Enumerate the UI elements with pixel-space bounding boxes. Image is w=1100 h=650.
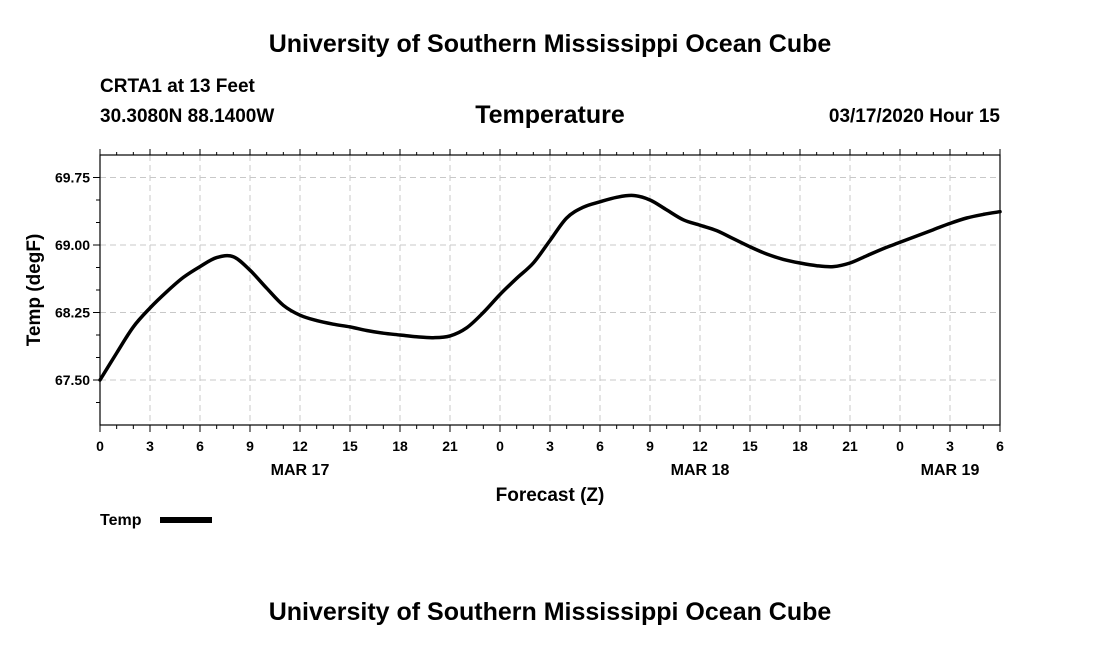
x-axis-label: Forecast (Z)	[496, 485, 605, 506]
y-tick-label: 67.50	[55, 372, 90, 388]
legend: Temp	[100, 512, 212, 529]
legend-label-temp: Temp	[100, 512, 142, 529]
x-tick-label: 15	[342, 438, 358, 454]
y-axis-label: Temp (degF)	[24, 234, 45, 347]
x-tick-label: 6	[596, 438, 604, 454]
page-title: University of Southern Mississippi Ocean…	[268, 30, 832, 58]
chart-title: Temperature	[475, 101, 625, 129]
date-label: MAR 19	[921, 462, 980, 479]
y-tick-label: 69.75	[55, 170, 90, 186]
forecast-datetime: 03/17/2020 Hour 15	[828, 106, 1000, 127]
x-tick-label: 18	[392, 438, 408, 454]
x-tick-label: 21	[442, 438, 458, 454]
x-tick-label: 12	[692, 438, 708, 454]
x-tick-label: 9	[646, 438, 654, 454]
date-label: MAR 18	[671, 462, 730, 479]
x-tick-label: 0	[96, 438, 104, 454]
y-tick-label: 69.00	[55, 237, 90, 253]
series-layer	[98, 193, 1002, 382]
x-tick-label: 3	[146, 438, 154, 454]
x-tick-label: 6	[196, 438, 204, 454]
x-tick-label: 15	[742, 438, 758, 454]
x-tick-label: 12	[292, 438, 308, 454]
x-tick-label: 3	[946, 438, 954, 454]
x-tick-label: 3	[546, 438, 554, 454]
x-tick-label: 6	[996, 438, 1004, 454]
series-line-temp	[98, 193, 1002, 382]
x-tick-label: 21	[842, 438, 858, 454]
x-tick-label: 9	[246, 438, 254, 454]
station-label: CRTA1 at 13 Feet	[100, 76, 255, 97]
axis-labels: 0 3 6 9 12 15 18 21 0 3 6 9 12 15 18 21 0 3 6 67.50 68.25 69.…	[55, 170, 1004, 480]
coordinates-label: 30.3080N 88.1400W	[100, 106, 275, 127]
x-tick-label: 18	[792, 438, 808, 454]
grid-lines	[100, 155, 1000, 425]
x-tick-label: 0	[896, 438, 904, 454]
footer-title: University of Southern Mississippi Ocean…	[268, 598, 832, 626]
x-tick-label: 0	[496, 438, 504, 454]
date-label: MAR 17	[271, 462, 330, 479]
y-tick-label: 68.25	[55, 305, 90, 321]
axis-ticks	[93, 149, 1001, 432]
